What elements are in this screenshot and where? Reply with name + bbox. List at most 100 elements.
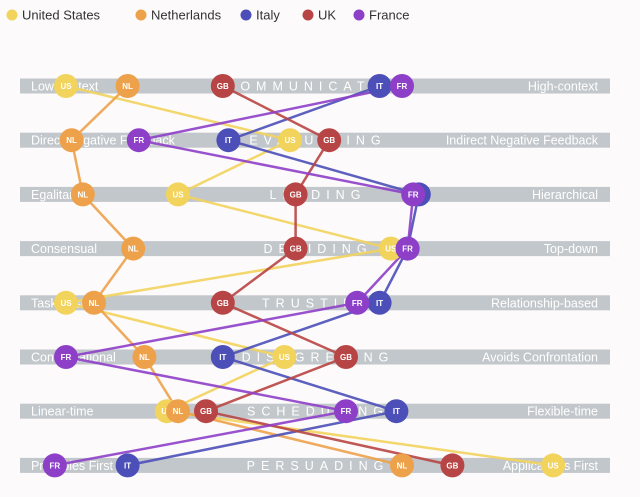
band-bar	[20, 132, 610, 148]
band-right-label: Flexible-time	[527, 405, 598, 419]
country-nodes: USUSUSUSUSUSUSUSNLNLNLNLNLNLNLNLITITITIT…	[42, 74, 566, 478]
band-left-label: Linear-time	[31, 405, 94, 419]
legend: United States Netherlands Italy UK France	[6, 8, 410, 23]
node-circle	[283, 182, 308, 207]
legend-item-fr[interactable]: France	[353, 8, 410, 23]
node-nl-persuading[interactable]: NL	[390, 453, 414, 478]
node-label: FR	[352, 299, 363, 308]
node-circle	[121, 236, 146, 261]
node-label: NL	[122, 82, 133, 91]
node-us-disagreeing[interactable]: US	[272, 345, 297, 369]
node-label: NL	[173, 407, 184, 416]
node-nl-disagreeing[interactable]: NL	[132, 345, 157, 369]
node-circle	[82, 290, 106, 315]
band-right-label: Avoids Confrontation	[482, 351, 598, 365]
node-fr-persuading[interactable]: FR	[42, 453, 67, 478]
node-circle	[54, 290, 78, 315]
node-label: IT	[225, 136, 232, 145]
scale-band-evaluating: Direct Negative FeedbackEVALUATINGIndire…	[20, 132, 610, 148]
scale-bands: Low-contextCOMMUNICATINGHigh-contextDire…	[20, 78, 610, 473]
node-circle	[541, 453, 566, 478]
node-label: US	[385, 245, 397, 254]
node-gb-trusting[interactable]: GB	[210, 290, 235, 315]
band-left-label: Direct Negative Feedback	[31, 134, 176, 148]
legend-item-it[interactable]: Italy	[240, 8, 281, 23]
node-us-evaluating[interactable]: US	[278, 128, 302, 153]
node-circle	[317, 128, 342, 153]
node-us-communicating[interactable]: US	[54, 74, 78, 98]
node-label: US	[548, 461, 560, 470]
node-us-trusting[interactable]: US	[54, 290, 78, 315]
node-gb-evaluating[interactable]: GB	[317, 128, 342, 153]
node-it-scheduling[interactable]: IT	[384, 399, 409, 424]
node-label: US	[172, 190, 184, 199]
node-circle	[194, 399, 218, 424]
scale-band-leading: Egalitarian LEADING Hierarchical	[20, 186, 610, 202]
band-bar	[20, 295, 610, 311]
node-label: GB	[340, 353, 352, 362]
node-label: IT	[124, 461, 131, 470]
node-fr-evaluating[interactable]: FR	[126, 128, 151, 153]
node-us-deciding[interactable]: US	[378, 236, 403, 261]
node-circle	[59, 128, 84, 153]
node-gb-persuading[interactable]: GB	[440, 453, 465, 478]
node-fr-trusting[interactable]: FR	[345, 290, 370, 315]
node-circle	[395, 236, 420, 261]
node-us-leading[interactable]: US	[166, 182, 190, 207]
node-circle	[70, 182, 95, 207]
node-label: NL	[128, 245, 139, 254]
legend-swatch	[353, 9, 365, 21]
node-fr-communicating[interactable]: FR	[390, 74, 414, 98]
node-fr-scheduling[interactable]: FR	[334, 399, 358, 424]
node-circle	[345, 290, 370, 315]
node-label: GB	[323, 136, 335, 145]
legend-label: UK	[318, 8, 336, 23]
band-bar	[20, 78, 610, 94]
node-label: GB	[290, 245, 302, 254]
node-circle	[283, 236, 308, 261]
node-fr-deciding[interactable]: FR	[395, 236, 420, 261]
node-us-persuading[interactable]: US	[541, 453, 566, 478]
node-gb-scheduling[interactable]: GB	[194, 399, 218, 424]
node-label: GB	[200, 407, 212, 416]
node-label: FR	[397, 82, 408, 91]
node-it-disagreeing[interactable]: IT	[210, 345, 235, 369]
node-it-communicating[interactable]: IT	[367, 74, 392, 98]
node-circle	[378, 236, 403, 261]
node-label: IT	[376, 299, 383, 308]
legend-item-gb[interactable]: UK	[302, 8, 337, 23]
legend-item-nl[interactable]: Netherlands	[135, 8, 222, 23]
node-circle	[54, 345, 78, 369]
node-circle	[390, 453, 414, 478]
node-fr-leading[interactable]: FR	[401, 182, 426, 207]
node-label: FR	[49, 461, 60, 470]
node-it-persuading[interactable]: IT	[115, 453, 140, 478]
node-gb-leading[interactable]: GB	[283, 182, 308, 207]
node-circle	[126, 128, 151, 153]
node-nl-communicating[interactable]: NL	[115, 74, 140, 98]
band-scale-name: COMMUNICATING	[225, 80, 410, 94]
node-circle	[210, 74, 235, 98]
node-nl-evaluating[interactable]: NL	[59, 128, 84, 153]
node-nl-deciding[interactable]: NL	[121, 236, 146, 261]
node-label: NL	[77, 190, 88, 199]
node-fr-disagreeing[interactable]: FR	[54, 345, 78, 369]
legend-item-us[interactable]: United States	[6, 8, 101, 23]
node-nl-trusting[interactable]: NL	[82, 290, 106, 315]
node-gb-disagreeing[interactable]: GB	[334, 345, 358, 369]
series-line-it	[127, 84, 421, 467]
series-line-fr	[54, 84, 415, 467]
node-nl-leading[interactable]: NL	[70, 182, 95, 207]
node-circle	[334, 345, 358, 369]
node-circle	[54, 74, 78, 98]
node-it-trusting[interactable]: IT	[367, 290, 392, 315]
node-gb-deciding[interactable]: GB	[283, 236, 308, 261]
node-circle	[115, 74, 140, 98]
node-circle	[132, 345, 157, 369]
node-gb-communicating[interactable]: GB	[210, 74, 235, 98]
legend-swatch	[135, 9, 147, 21]
node-circle	[401, 182, 426, 207]
node-nl-scheduling[interactable]: NL	[166, 399, 190, 424]
node-it-evaluating[interactable]: IT	[216, 128, 241, 153]
